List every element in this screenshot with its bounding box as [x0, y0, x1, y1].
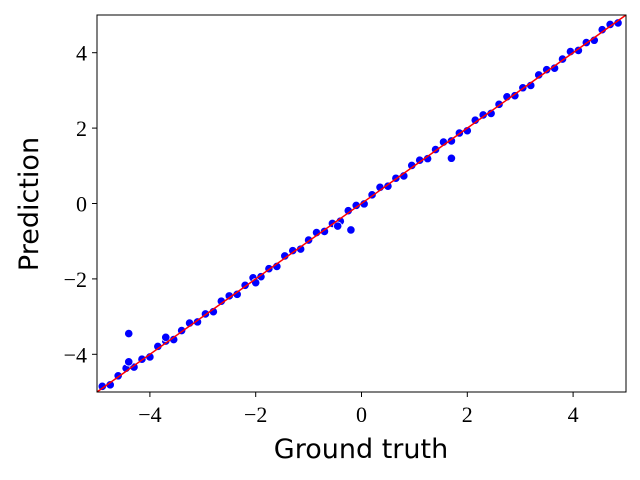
y-axis-label: Prediction: [14, 137, 45, 271]
reference-line: [96, 14, 627, 393]
x-tick-label: −4: [138, 402, 161, 427]
y-tick-label: −4: [64, 342, 87, 367]
y-tick-label: 0: [76, 192, 87, 217]
x-tick-label: 2: [462, 402, 473, 427]
point: [333, 221, 343, 231]
x-tick-label: −2: [244, 402, 267, 427]
point: [446, 153, 457, 163]
y-tick-label: 2: [76, 116, 87, 141]
y-tick-label: 4: [76, 41, 87, 66]
x-tick-label: 4: [568, 402, 579, 427]
plot-frame: [96, 14, 627, 393]
point: [346, 225, 356, 235]
point: [161, 332, 171, 342]
point: [124, 357, 134, 367]
point: [124, 328, 134, 339]
x-axis-label: Ground truth: [274, 434, 448, 465]
x-tick-label: 0: [356, 402, 367, 427]
y-tick-label: −2: [64, 267, 87, 292]
